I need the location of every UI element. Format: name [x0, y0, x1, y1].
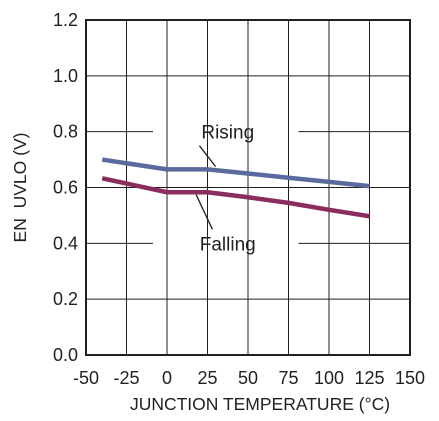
x-tick-label: 50	[238, 368, 258, 388]
annotations: Rising Falling	[196, 123, 256, 256]
y-axis-title: EN UVLO (V)	[10, 133, 30, 243]
y-tick-label: 0.8	[53, 122, 78, 142]
y-tick-label: 1.0	[53, 66, 78, 86]
y-tick-label: 0.6	[53, 178, 78, 198]
x-tick-label: -25	[113, 368, 139, 388]
x-tick-label: 75	[278, 368, 298, 388]
x-tick-label: 125	[354, 368, 384, 388]
x-tick-label: -50	[73, 368, 99, 388]
y-tick-label: 1.2	[53, 10, 78, 30]
x-tick-label: 100	[314, 368, 344, 388]
x-tick-label: 150	[395, 368, 425, 388]
annotation-rising: Rising	[201, 123, 254, 144]
x-axis-title: JUNCTION TEMPERATURE (°C)	[130, 394, 390, 414]
y-tick-label: 0.2	[53, 289, 78, 309]
y-tick-label: 0.4	[53, 233, 78, 253]
x-tick-label: 25	[197, 368, 217, 388]
annotation-leader-falling	[196, 195, 212, 230]
annotation-falling: Falling	[200, 234, 256, 255]
y-tick-label: 0.0	[53, 345, 78, 365]
x-tick-label: 0	[162, 368, 172, 388]
